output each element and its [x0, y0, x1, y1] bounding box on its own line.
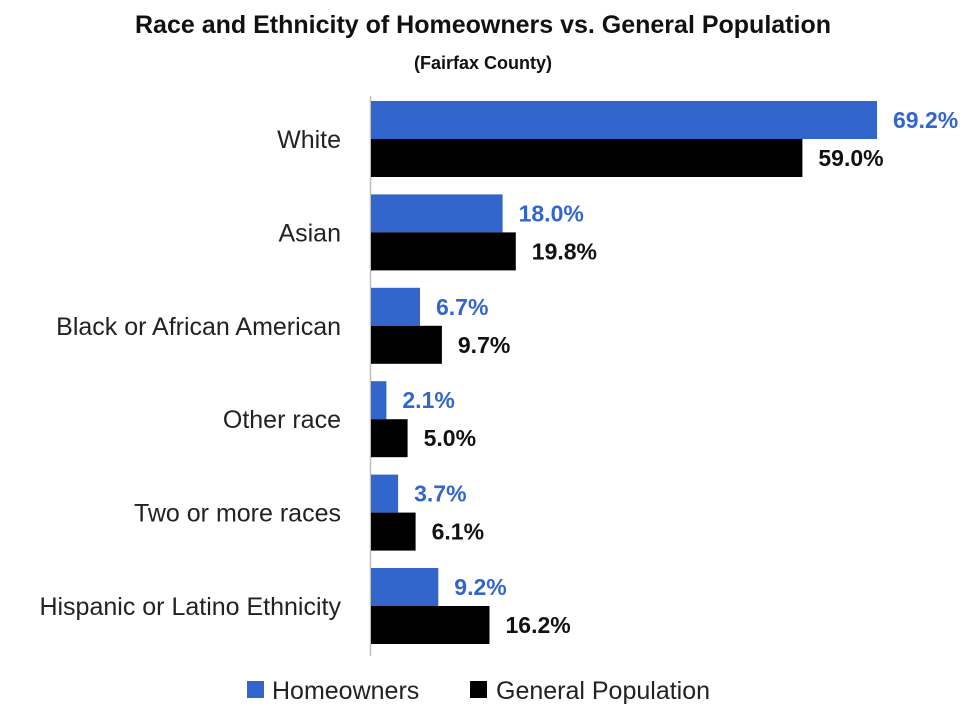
- data-label-general-population-hispanic-or-latino-ethnicity: 16.2%: [506, 612, 571, 638]
- category-label-two-or-more-races: Two or more races: [134, 500, 341, 528]
- chart-title: Race and Ethnicity of Homeowners vs. Gen…: [135, 11, 831, 39]
- data-label-general-population-other-race: 5.0%: [424, 425, 476, 451]
- bar-general-population-asian: [371, 232, 516, 271]
- category-label-other-race: Other race: [223, 406, 341, 434]
- legend-label-general-population: General Population: [496, 677, 710, 705]
- data-label-homeowners-black-or-african-american: 6.7%: [436, 294, 488, 320]
- data-label-homeowners-hispanic-or-latino-ethnicity: 9.2%: [454, 574, 506, 600]
- bar-homeowners-black-or-african-american: [371, 287, 420, 326]
- category-label-asian: Asian: [278, 219, 341, 247]
- data-label-general-population-asian: 19.8%: [532, 238, 597, 264]
- data-label-general-population-two-or-more-races: 6.1%: [432, 519, 484, 545]
- data-label-homeowners-other-race: 2.1%: [402, 387, 454, 413]
- bar-homeowners-white: [371, 101, 877, 139]
- bar-general-population-two-or-more-races: [371, 512, 416, 551]
- bar-general-population-hispanic-or-latino-ethnicity: [371, 606, 490, 644]
- category-label-hispanic-or-latino-ethnicity: Hispanic or Latino Ethnicity: [39, 593, 341, 621]
- legend: Homeowners General Population: [247, 677, 710, 705]
- data-label-general-population-white: 59.0%: [818, 145, 883, 171]
- data-label-general-population-black-or-african-american: 9.7%: [458, 332, 510, 358]
- bar-general-population-white: [371, 139, 803, 177]
- chart-subtitle: (Fairfax County): [414, 53, 552, 73]
- legend-swatch-general-population: [470, 681, 487, 698]
- bar-general-population-black-or-african-american: [371, 325, 442, 364]
- data-label-homeowners-white: 69.2%: [893, 107, 958, 133]
- category-label-black-or-african-american: Black or African American: [56, 313, 341, 341]
- bar-homeowners-other-race: [371, 381, 387, 420]
- category-label-white: White: [277, 126, 341, 154]
- bar-homeowners-asian: [371, 194, 503, 233]
- bar-homeowners-hispanic-or-latino-ethnicity: [371, 568, 439, 606]
- bar-homeowners-two-or-more-races: [371, 474, 399, 513]
- data-label-homeowners-asian: 18.0%: [519, 200, 584, 226]
- legend-swatch-homeowners: [247, 681, 264, 698]
- data-label-homeowners-two-or-more-races: 3.7%: [414, 481, 466, 507]
- bar-general-population-other-race: [371, 419, 408, 458]
- bars-group: White 69.2% 59.0% Asian 18.0% 19.8% Black or A…: [39, 101, 958, 644]
- legend-label-homeowners: Homeowners: [272, 677, 419, 705]
